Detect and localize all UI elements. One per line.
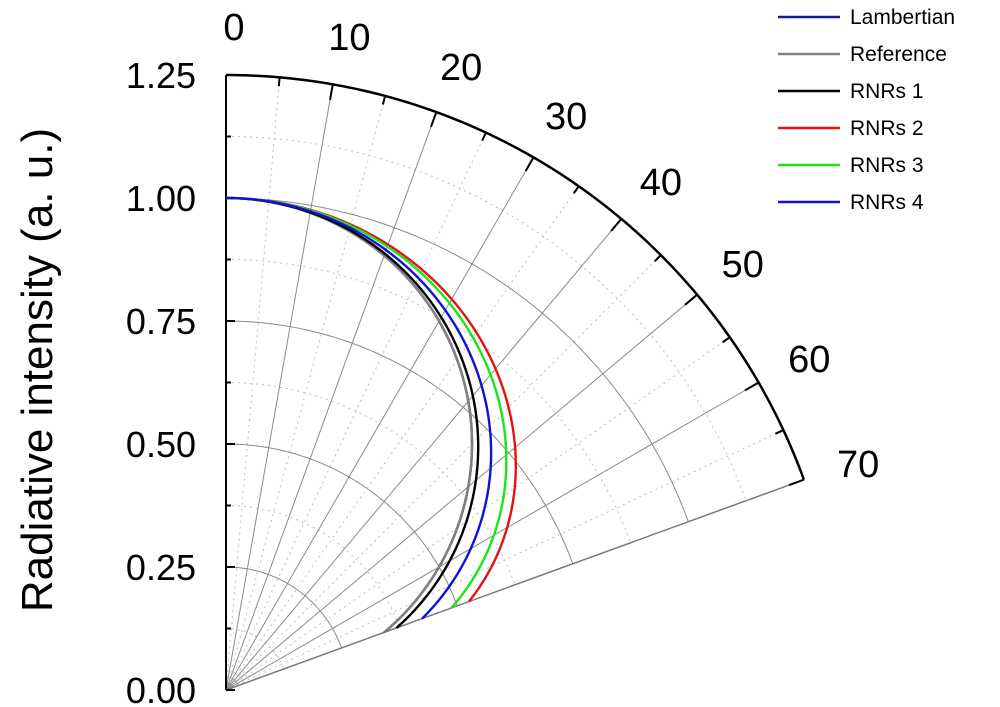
- angle-major-tick: [788, 478, 805, 486]
- angle-major-tick: [524, 156, 535, 172]
- minor-radial-gridline: [225, 132, 487, 691]
- legend-label: RNRs 3: [850, 154, 924, 177]
- angle-tick-label: 10: [328, 17, 370, 59]
- series-line-rnrs-1: [225, 196, 480, 629]
- major-radial-gridline: [225, 111, 437, 691]
- angle-major-tick: [744, 381, 760, 392]
- label-layer: 0.00 0.25 0.50 0.75 1.00 1.25 0 10 20 30 40 50 60 70: [126, 7, 879, 707]
- angle-minor-tick: [481, 132, 487, 142]
- minor-arc-gridline: [225, 505, 400, 628]
- radial-tick-label: 1.00: [126, 178, 196, 219]
- minor-arc-gridline: [225, 259, 632, 543]
- angle-tick-label: 40: [640, 162, 682, 204]
- major-arc-gridline: [225, 566, 343, 649]
- major-radial-gridline: [225, 218, 622, 691]
- minor-radial-gridline: [225, 95, 386, 691]
- angle-major-tick: [430, 111, 438, 128]
- angle-tick-label: 20: [440, 47, 482, 89]
- series-line-lambertian: [225, 196, 474, 634]
- minor-radial-gridline: [225, 77, 281, 691]
- legend-label: RNRs 1: [850, 80, 924, 103]
- grid-layer: [225, 77, 784, 691]
- angle-minor-tick: [381, 95, 387, 105]
- angle-minor-tick: [653, 254, 662, 263]
- end-angle-line: [225, 478, 805, 691]
- angle-tick-label: 0: [223, 7, 244, 49]
- outer-arc: [225, 73, 806, 481]
- major-radial-gridline: [225, 157, 534, 691]
- angle-minor-tick: [572, 185, 580, 195]
- major-radial-gridline: [225, 84, 334, 691]
- series-line-reference: [225, 196, 474, 634]
- legend: Lambertian Reference RNRs 1 RNRs 2 RNRs 3 RNR…: [778, 6, 955, 214]
- angle-minor-tick: [277, 77, 281, 87]
- axis-layer: [225, 73, 806, 691]
- angle-tick-label: 30: [545, 96, 587, 138]
- series-line-rnrs-4: [225, 196, 493, 620]
- series-layer: [225, 196, 517, 634]
- angle-minor-tick: [721, 336, 731, 344]
- legend-label: Reference: [850, 43, 947, 66]
- minor-arc-gridline: [225, 382, 516, 586]
- angle-major-tick: [684, 293, 698, 306]
- legend-label: RNRs 2: [850, 117, 924, 140]
- radial-tick-label: 1.25: [126, 55, 196, 96]
- radial-tick-label: 0.50: [126, 424, 196, 465]
- major-arc-gridline: [225, 443, 458, 607]
- radial-tick-label: 0.25: [126, 547, 196, 588]
- series-line-rnrs-2: [225, 196, 517, 603]
- angle-tick-label: 70: [837, 444, 879, 486]
- angle-minor-tick: [774, 429, 784, 435]
- radial-tick-label: 0.75: [126, 301, 196, 342]
- legend-label: RNRs 4: [850, 191, 924, 214]
- major-radial-gridline: [225, 294, 698, 691]
- angle-major-tick: [610, 218, 623, 232]
- minor-arc-gridline: [225, 628, 285, 670]
- y-axis-label: Radiative intensity (a. u.): [13, 128, 62, 612]
- angle-major-tick: [329, 84, 334, 101]
- angle-tick-label: 60: [788, 339, 830, 381]
- series-line-rnrs-3: [225, 196, 508, 609]
- major-arc-gridline: [225, 320, 574, 564]
- major-arc-gridline: [225, 197, 689, 522]
- radial-tick-label: 0.00: [126, 670, 196, 707]
- angle-tick-label: 50: [722, 244, 764, 286]
- legend-label: Lambertian: [850, 6, 955, 29]
